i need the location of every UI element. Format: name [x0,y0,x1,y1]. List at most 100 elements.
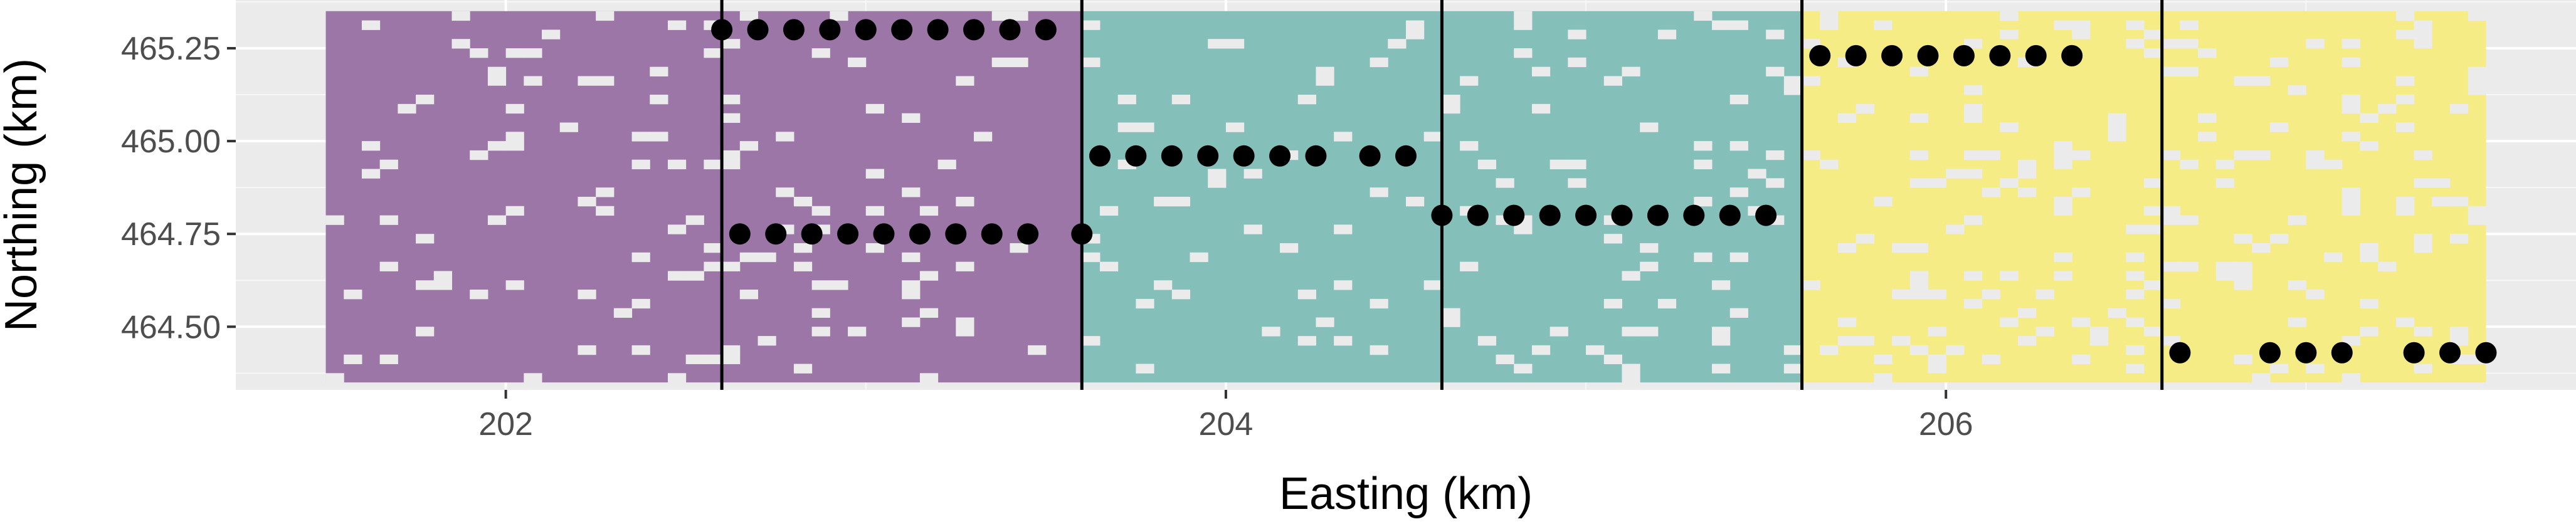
raster-gap [739,141,759,151]
raster-gap [2180,215,2199,225]
raster-gap [2414,29,2432,39]
raster-gap [2395,29,2415,39]
raster-gap [722,150,741,160]
raster-gap [1820,345,1839,355]
plot-panel [236,0,2576,390]
raster-gap [1370,298,1388,309]
raster-gap [1136,298,1154,309]
raster-gap [956,317,974,327]
raster-gap [2341,187,2361,197]
sample-point [1575,204,1597,226]
sample-point [999,19,1021,41]
raster-block [325,11,1082,383]
raster-gap [2341,206,2361,216]
raster-gap [865,206,884,216]
sample-point [1269,145,1291,167]
raster-gap [830,11,848,21]
raster-gap [2395,317,2415,327]
raster-gap [2341,373,2361,383]
raster-gap [1297,95,1316,105]
raster-gap [505,48,524,58]
raster-gap [2054,271,2072,281]
raster-gap [1963,103,1983,114]
sample-point [1809,45,1831,66]
raster-gap [325,215,344,225]
sample-point [981,223,1003,245]
raster-gap [2341,57,2361,68]
raster-gap [1963,271,1983,281]
raster-gap [1460,261,1479,271]
raster-gap [2144,29,2163,39]
raster-gap [722,261,741,271]
raster-gap [2054,150,2072,160]
raster-gap [470,48,488,58]
raster-gap [361,141,381,151]
raster-gap [505,280,524,290]
raster-gap [1225,122,1245,132]
raster-gap [2126,252,2145,263]
raster-gap [2108,308,2126,318]
sample-point [2025,45,2047,66]
raster-gap [1928,364,1946,374]
sample-point [1917,45,1939,66]
sample-point [873,223,895,245]
raster-gap [2341,39,2361,49]
raster-gap [919,206,939,216]
raster-gap [2269,364,2289,374]
raster-gap [1820,20,1839,30]
raster-gap [2395,11,2415,21]
raster-gap [1370,187,1388,197]
raster-gap [2395,76,2415,86]
raster-gap [1171,196,1191,207]
raster-gap [2089,336,2109,346]
raster-gap [2054,20,2072,30]
raster-gap [2215,178,2235,188]
raster-gap [1874,354,1892,365]
raster-gap [2306,290,2325,300]
raster-gap [1442,308,1460,318]
sample-point [1683,204,1705,226]
raster-gap [524,48,542,58]
raster-gap [2360,298,2378,309]
raster-gap [1514,48,1533,58]
sample-point [1503,204,1525,226]
raster-gap [1603,354,1622,365]
raster-gap [1514,364,1533,374]
raster-gap [2360,252,2378,263]
sample-point [2475,342,2497,364]
raster-gap [1028,345,1047,355]
raster-gap [2414,178,2432,188]
raster-gap [451,11,470,21]
raster-gap [1316,317,1334,327]
raster-gap [991,57,1010,68]
raster-gap [2072,354,2091,365]
raster-gap [1712,336,1731,346]
raster-gap [631,252,650,263]
raster-gap [704,48,722,58]
x-tick-label: 204 [1199,406,1254,443]
sample-point [2331,342,2353,364]
raster-gap [1712,20,1731,30]
raster-gap [361,169,381,179]
raster-gap [2035,290,2054,300]
raster-gap [2162,39,2180,49]
sample-point [1719,204,1741,226]
raster-gap [650,132,668,142]
raster-gap [344,290,362,300]
raster-gap [1099,206,1119,216]
raster-gap [667,271,687,281]
raster-gap [1928,354,1946,365]
y-tick-label: 465.00 [121,123,221,160]
raster-gap [1729,20,1748,30]
raster-gap [902,280,921,290]
raster-gap [1262,327,1280,337]
raster-gap [1928,178,1946,188]
raster-gap [2000,178,2019,188]
raster-gap [811,206,830,216]
raster-gap [2162,66,2180,76]
raster-gap [1460,141,1479,151]
raster-gap [1423,280,1442,290]
raster-gap [902,187,921,197]
raster-gap [1729,187,1748,197]
raster-gap [1982,354,2000,365]
